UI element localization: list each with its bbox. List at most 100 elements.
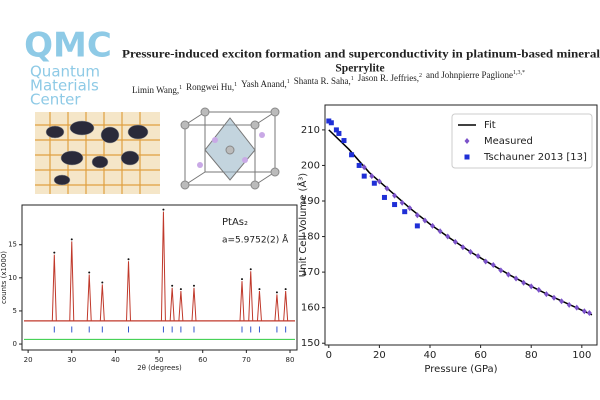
title: Pressure-induced exciton formation and s… (122, 49, 600, 61)
observed-point (258, 288, 261, 291)
data-point (422, 217, 428, 224)
peak (256, 291, 262, 321)
data-point (475, 253, 481, 260)
data-point (483, 258, 489, 265)
observed-point (249, 268, 252, 271)
data-point (349, 152, 355, 158)
y-tick-label: 5 (13, 307, 17, 315)
data-point (490, 262, 496, 268)
x-tick-label: 0 (326, 350, 332, 361)
peak (160, 211, 166, 321)
observed-point (88, 271, 91, 274)
data-point (361, 173, 367, 179)
y-tick-label: 10 (8, 274, 17, 282)
author-name: Jason R. Jeffries, (358, 73, 419, 83)
data-point (336, 130, 342, 136)
x-tick-label: 80 (286, 356, 295, 364)
y-tick-label: 160 (301, 303, 320, 314)
crystal-structure (180, 107, 280, 190)
data-point (445, 233, 451, 240)
observed-point (179, 288, 182, 291)
y-tick-label: 180 (301, 232, 320, 243)
data-point (356, 162, 362, 168)
peak (274, 294, 280, 321)
observed-point (53, 251, 56, 254)
title: Sperrylite (335, 63, 384, 75)
x-tick-label: 20 (373, 350, 386, 361)
observed-point (70, 238, 73, 241)
data-point (414, 212, 420, 219)
author-name: Shanta R. Saha, (294, 76, 351, 86)
data-point (333, 127, 339, 133)
peak (86, 274, 92, 321)
data-point (521, 279, 527, 286)
data-point (543, 291, 549, 298)
legend-swatch (464, 154, 470, 160)
peak (178, 291, 184, 321)
x-tick-label: 100 (572, 350, 591, 361)
observed-point (275, 291, 278, 294)
data-point (381, 194, 387, 200)
author-affiliation: 2 (419, 73, 422, 79)
peak (51, 254, 57, 321)
author-name: and Johnpierre Paglione (426, 70, 513, 80)
author-affiliation: 1 (179, 85, 182, 91)
y-tick-label: 0 (13, 340, 17, 348)
logo-mark: QMC (24, 26, 112, 66)
data-point (402, 209, 408, 215)
peak (239, 281, 245, 321)
legend-box (451, 113, 593, 169)
data-point (371, 180, 377, 186)
y-tick-label: 200 (301, 160, 320, 171)
plot-frame (324, 104, 598, 346)
y-tick-label: 190 (301, 196, 320, 207)
x-tick-label: 70 (242, 356, 251, 364)
observed-point (171, 284, 174, 287)
data-point (586, 310, 592, 316)
x-axis-label: 2θ (degrees) (137, 364, 182, 372)
data-point (384, 185, 390, 192)
data-point (528, 283, 534, 290)
data-point (407, 205, 413, 212)
data-point (505, 271, 511, 278)
data-point (341, 138, 347, 144)
author-name: Yash Anand, (241, 79, 287, 89)
author-name: Rongwei Hu, (186, 82, 234, 92)
x-tick-label: 60 (198, 356, 207, 364)
data-point (328, 120, 334, 126)
data-point (559, 298, 565, 305)
x-tick-label: 60 (474, 350, 487, 361)
observed-point (127, 258, 130, 261)
author-affiliation: 1 (287, 79, 290, 85)
data-point (536, 286, 542, 293)
logo-line: Quantum (30, 63, 100, 81)
data-point (460, 244, 466, 251)
legend-label: Tschauner 2013 [13] (483, 152, 587, 163)
observed-point (101, 281, 104, 284)
y-tick-label: 210 (301, 125, 320, 136)
observed-point (241, 278, 243, 281)
observed-point (284, 288, 287, 291)
data-point (581, 308, 587, 315)
logo-line: Center (30, 91, 81, 109)
data-point (414, 223, 420, 229)
data-point (437, 228, 443, 235)
data-point (392, 202, 398, 208)
data-point (369, 173, 375, 180)
y-tick-label: 170 (301, 267, 320, 278)
x-tick-label: 40 (424, 350, 437, 361)
data-point (430, 222, 436, 229)
logo-line: Materials (30, 77, 99, 95)
observed-point (192, 284, 195, 287)
y-tick-label: 15 (8, 241, 17, 249)
sample-photo (35, 112, 160, 194)
data-point (513, 275, 519, 282)
observed-point (162, 208, 165, 211)
data-point (498, 267, 504, 274)
data-point (399, 199, 405, 206)
author-affiliation: 1,3,* (513, 70, 525, 76)
annotation: a=5.9752(2) Å (222, 234, 289, 246)
data-point (551, 294, 557, 301)
y-axis-label: counts (x1000) (0, 251, 8, 304)
